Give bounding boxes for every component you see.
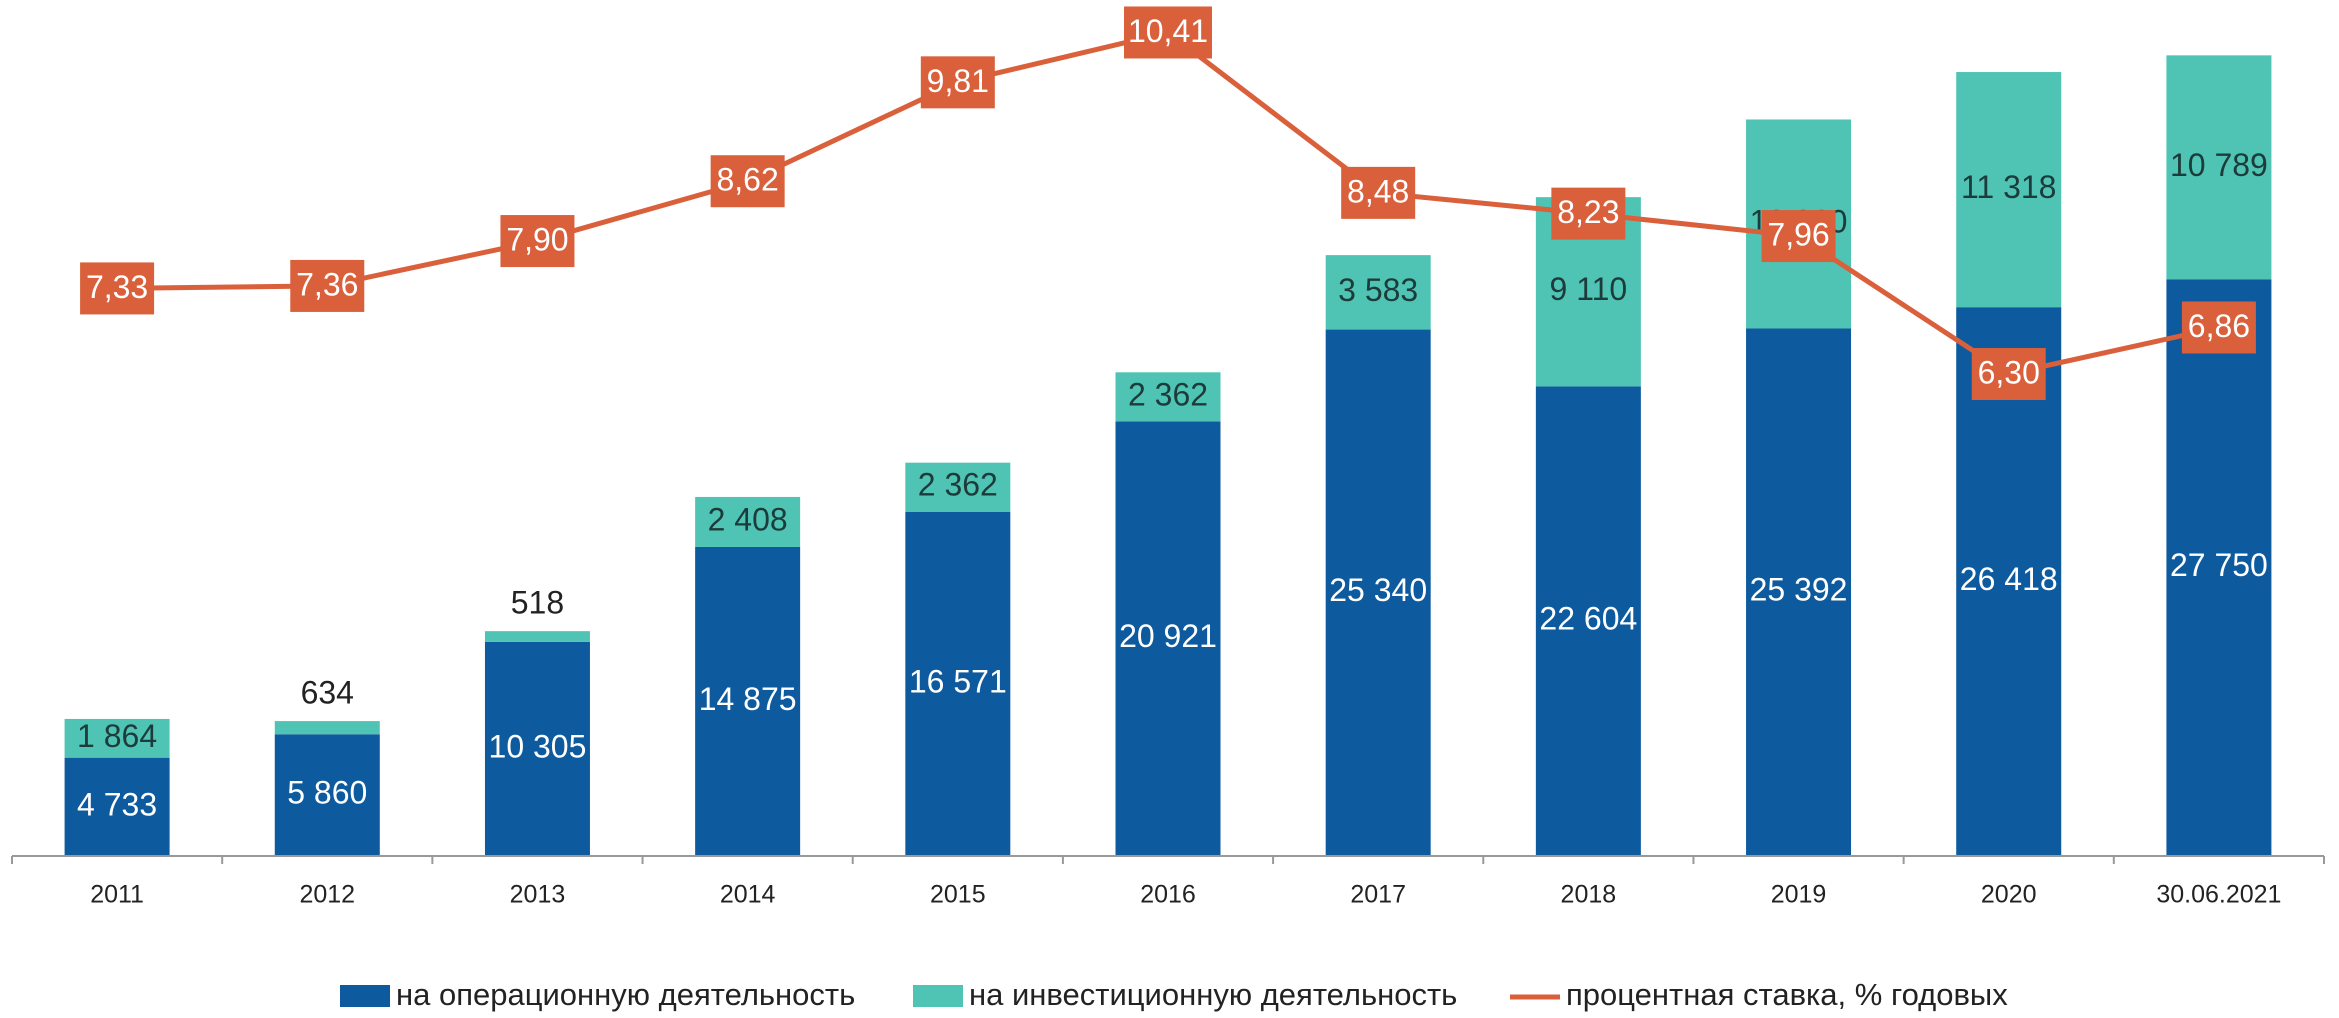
- legend-label: на инвестиционную деятельность: [969, 977, 1457, 1012]
- line-point: [500, 215, 575, 268]
- bar-segment: [695, 496, 801, 547]
- line-point: [1124, 6, 1212, 59]
- value-label: 14 875: [699, 681, 797, 717]
- value-label: 8,23: [1557, 194, 1619, 230]
- value-label: 6,86: [2188, 308, 2250, 344]
- value-label: 25 340: [1329, 572, 1427, 608]
- value-label: 2 408: [708, 501, 788, 537]
- bar-segment: [274, 721, 380, 735]
- value-label: 7,36: [296, 266, 358, 302]
- bar-segment: [2166, 279, 2272, 856]
- value-label: 6,30: [1978, 354, 2040, 390]
- legend-label: процентная ставка, % годовых: [1566, 977, 2008, 1012]
- value-label: 5 860: [287, 775, 367, 811]
- value-label: 10 789: [2170, 147, 2268, 183]
- bar-segment: [484, 631, 590, 642]
- value-label: 22 604: [1539, 601, 1637, 637]
- value-label: 9 110: [1550, 271, 1628, 307]
- value-label: 27 750: [2170, 547, 2268, 583]
- x-tick-label: 2013: [510, 881, 566, 909]
- bar-segment: [1115, 372, 1221, 422]
- value-label: 7,33: [86, 269, 148, 305]
- value-label: 10 305: [489, 728, 587, 764]
- legend-swatch: [340, 985, 390, 1007]
- bar-segment: [1746, 328, 1852, 856]
- line-point: [1341, 166, 1416, 219]
- line-point: [80, 262, 155, 315]
- value-label: 634: [301, 675, 354, 711]
- bar-segment: [2166, 55, 2272, 280]
- value-label: 7,90: [506, 222, 568, 258]
- value-label: 2 362: [918, 467, 998, 503]
- value-label: 2 362: [1128, 376, 1208, 412]
- x-tick-label: 2017: [1350, 881, 1406, 909]
- value-label: 8,48: [1347, 173, 1409, 209]
- x-tick-label: 2014: [720, 881, 776, 909]
- value-label: 9,81: [927, 63, 989, 99]
- bar-segment: [695, 546, 801, 856]
- value-label: 4 733: [77, 786, 157, 822]
- value-label: 7,96: [1767, 217, 1829, 253]
- value-label: 16 571: [909, 663, 1007, 699]
- bar-segment: [64, 718, 170, 758]
- bar-segment: [1325, 329, 1431, 856]
- line-point: [710, 155, 785, 208]
- x-tick-label: 2018: [1561, 881, 1617, 909]
- value-label: 11 318: [1961, 169, 2057, 205]
- line-point: [1761, 210, 1836, 263]
- line-point: [920, 56, 995, 109]
- line-point: [290, 259, 365, 312]
- bar-segment: [905, 511, 1011, 856]
- value-label: 10,41: [1128, 13, 1208, 49]
- value-label: 25 392: [1750, 572, 1848, 608]
- bar-segment: [64, 757, 170, 856]
- x-tick-label: 2016: [1140, 881, 1196, 909]
- value-label: 1 864: [77, 718, 157, 754]
- line-point: [1971, 348, 2046, 401]
- bar-segment: [1115, 421, 1221, 856]
- line: [117, 29, 2220, 377]
- x-tick-label: 30.06.2021: [2156, 881, 2281, 909]
- value-label: 20 921: [1119, 618, 1217, 654]
- line-point: [2181, 301, 2256, 354]
- value-label: 26 418: [1960, 561, 2058, 597]
- line-point: [1551, 187, 1626, 240]
- bar-segment: [1535, 386, 1641, 856]
- x-tick-label: 2011: [90, 881, 144, 909]
- x-tick-label: 2020: [1981, 881, 2037, 909]
- x-tick-label: 2015: [930, 881, 986, 909]
- x-tick-label: 2012: [299, 881, 355, 909]
- bar-segment: [484, 641, 590, 856]
- bar-segment: [1956, 72, 2062, 308]
- bar-segment: [905, 462, 1011, 512]
- value-label: 8,62: [716, 162, 778, 198]
- value-label: 518: [511, 585, 564, 621]
- legend-label: на операционную деятельность: [396, 977, 855, 1012]
- bar-segment: [1325, 255, 1431, 330]
- x-tick-label: 2019: [1771, 881, 1827, 909]
- bar-segment: [274, 734, 380, 856]
- legend-swatch: [913, 985, 963, 1007]
- value-label: 3 583: [1338, 272, 1418, 308]
